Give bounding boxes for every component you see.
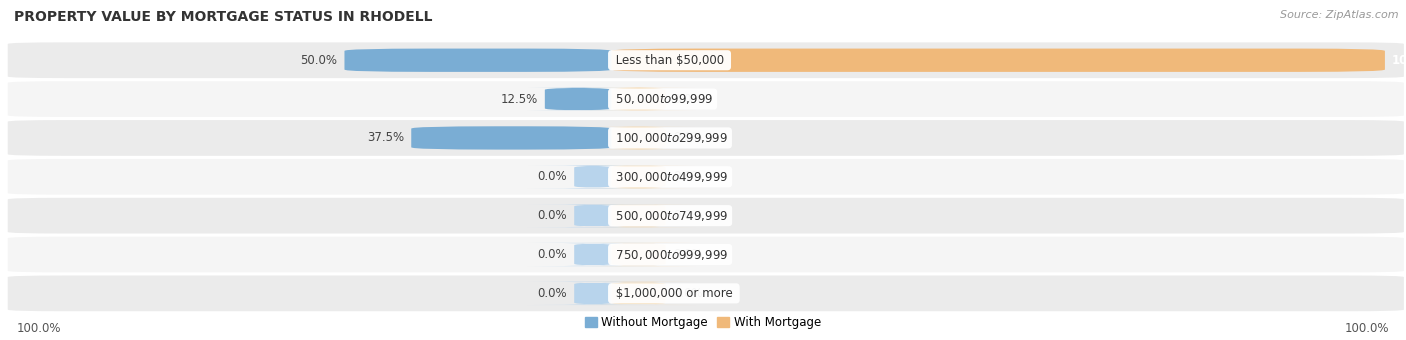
FancyBboxPatch shape — [344, 49, 612, 72]
FancyBboxPatch shape — [527, 165, 658, 188]
Text: $50,000 to $99,999: $50,000 to $99,999 — [612, 92, 714, 106]
Text: 0.0%: 0.0% — [537, 170, 567, 183]
FancyBboxPatch shape — [8, 198, 1403, 234]
Text: Source: ZipAtlas.com: Source: ZipAtlas.com — [1281, 10, 1399, 20]
FancyBboxPatch shape — [8, 237, 1403, 272]
Text: 0.0%: 0.0% — [673, 92, 703, 106]
Text: PROPERTY VALUE BY MORTGAGE STATUS IN RHODELL: PROPERTY VALUE BY MORTGAGE STATUS IN RHO… — [14, 10, 433, 24]
Text: 100.0%: 100.0% — [1392, 54, 1406, 67]
Text: $1,000,000 or more: $1,000,000 or more — [612, 287, 737, 300]
FancyBboxPatch shape — [8, 275, 1403, 311]
Legend: Without Mortgage, With Mortgage: Without Mortgage, With Mortgage — [581, 312, 825, 334]
Text: 0.0%: 0.0% — [537, 287, 567, 300]
Text: $500,000 to $749,999: $500,000 to $749,999 — [612, 209, 728, 223]
FancyBboxPatch shape — [582, 204, 696, 227]
FancyBboxPatch shape — [582, 87, 696, 111]
Text: Less than $50,000: Less than $50,000 — [612, 54, 727, 67]
Text: 50.0%: 50.0% — [301, 54, 337, 67]
FancyBboxPatch shape — [582, 282, 696, 305]
FancyBboxPatch shape — [8, 81, 1403, 117]
FancyBboxPatch shape — [527, 87, 630, 111]
Text: 37.5%: 37.5% — [367, 132, 405, 144]
FancyBboxPatch shape — [582, 243, 696, 266]
FancyBboxPatch shape — [8, 120, 1403, 156]
FancyBboxPatch shape — [8, 159, 1403, 195]
Text: $750,000 to $999,999: $750,000 to $999,999 — [612, 248, 728, 261]
Text: 0.0%: 0.0% — [673, 287, 703, 300]
Text: 100.0%: 100.0% — [17, 322, 62, 335]
Text: 0.0%: 0.0% — [673, 209, 703, 222]
FancyBboxPatch shape — [412, 126, 612, 150]
Text: 0.0%: 0.0% — [537, 248, 567, 261]
FancyBboxPatch shape — [527, 204, 658, 227]
Text: 100.0%: 100.0% — [1344, 322, 1389, 335]
Text: $100,000 to $299,999: $100,000 to $299,999 — [612, 131, 728, 145]
Text: 0.0%: 0.0% — [673, 248, 703, 261]
Text: 0.0%: 0.0% — [673, 170, 703, 183]
Text: 12.5%: 12.5% — [501, 92, 537, 106]
FancyBboxPatch shape — [8, 42, 1403, 78]
FancyBboxPatch shape — [527, 282, 658, 305]
FancyBboxPatch shape — [582, 165, 696, 188]
Text: 0.0%: 0.0% — [673, 132, 703, 144]
FancyBboxPatch shape — [612, 49, 1385, 72]
Text: $300,000 to $499,999: $300,000 to $499,999 — [612, 170, 728, 184]
FancyBboxPatch shape — [527, 243, 658, 266]
Text: 0.0%: 0.0% — [537, 209, 567, 222]
FancyBboxPatch shape — [582, 126, 696, 150]
